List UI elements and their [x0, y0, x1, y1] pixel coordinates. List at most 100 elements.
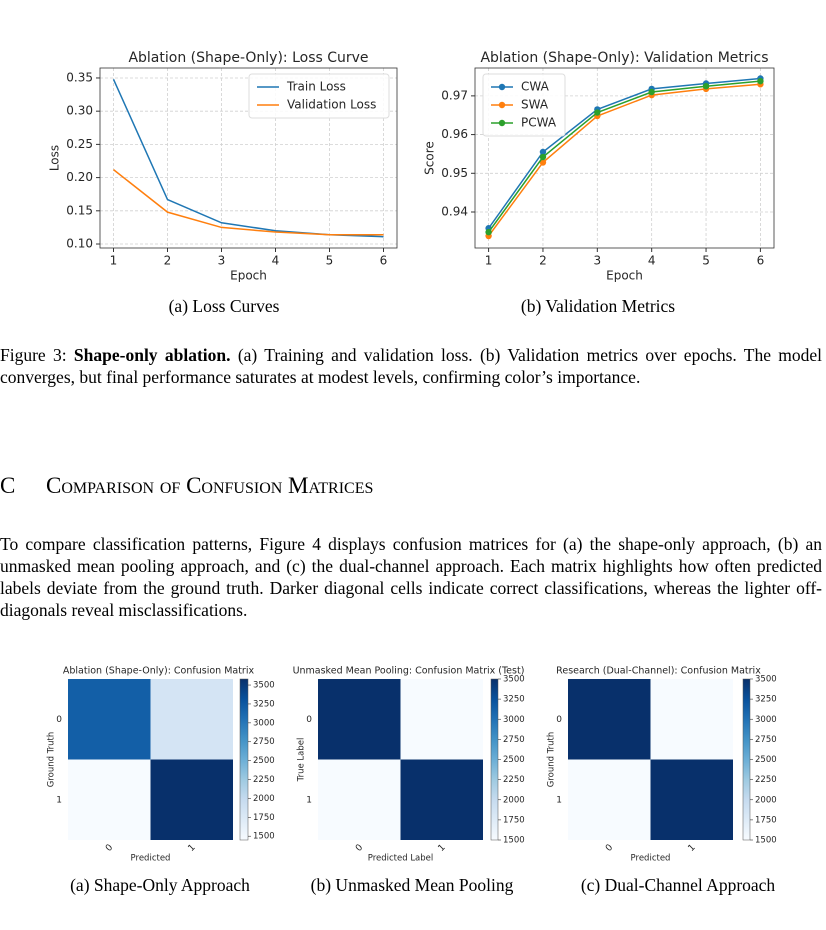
- x-tick-label: 0: [354, 843, 365, 854]
- section-title: Comparison of Confusion Matrices: [46, 473, 374, 498]
- colorbar-tick-label: 3000: [253, 718, 275, 728]
- y-tick-label: 0.94: [441, 205, 468, 219]
- x-tick-label: 1: [110, 254, 118, 268]
- y-axis-label: Ground Truth: [47, 732, 57, 788]
- colorbar-tick-label: 3250: [253, 699, 275, 709]
- legend-label: Validation Loss: [287, 98, 376, 112]
- y-axis-label: Score: [423, 141, 437, 175]
- x-axis-label: Predicted: [631, 854, 671, 864]
- legend-label: CWA: [521, 80, 550, 94]
- x-tick-label: 5: [326, 254, 334, 268]
- chart-title: Ablation (Shape-Only): Confusion Matrix: [63, 666, 255, 677]
- colorbar: [490, 678, 499, 841]
- y-tick-label: 1: [56, 795, 62, 805]
- series-line: [113, 169, 384, 236]
- cell: [650, 679, 733, 760]
- cell: [318, 679, 401, 760]
- y-axis-label: Ground Truth: [547, 732, 557, 788]
- x-tick-label: 1: [437, 843, 448, 854]
- chart-title: Research (Dual-Channel): Confusion Matri…: [556, 666, 761, 677]
- colorbar-tick-label: 3500: [253, 681, 275, 691]
- colorbar-tick-label: 1750: [755, 815, 777, 825]
- y-axis-label: Loss: [48, 145, 62, 171]
- x-axis-label: Predicted Label: [368, 854, 434, 864]
- legend-label: PCWA: [521, 116, 557, 130]
- x-tick-label: 1: [485, 254, 493, 268]
- legend-label: SWA: [521, 98, 549, 112]
- colorbar-tick-label: 1500: [755, 836, 777, 846]
- y-tick-label: 0.10: [66, 237, 93, 251]
- colorbar-tick-label: 1750: [253, 813, 275, 823]
- cell: [568, 759, 651, 840]
- x-tick-label: 2: [164, 254, 172, 268]
- x-axis-label: Epoch: [606, 269, 643, 283]
- chart-title: Ablation (Shape-Only): Loss Curve: [128, 50, 368, 66]
- subcaption: (a) Loss Curves: [168, 296, 280, 316]
- paragraph: To compare classification patterns, Figu…: [0, 534, 822, 620]
- x-tick-label: 3: [593, 254, 601, 268]
- y-tick-label: 0.30: [66, 104, 93, 118]
- point: [702, 82, 710, 90]
- colorbar-tick-label: 2750: [253, 737, 275, 747]
- y-tick-label: 0.96: [441, 127, 468, 141]
- colorbar-tick-label: 2000: [755, 795, 777, 805]
- cell: [150, 759, 233, 840]
- cell: [400, 679, 483, 760]
- colorbar-tick-label: 1500: [503, 836, 525, 846]
- caption: Figure 3: Shape-only ablation. (a) Train…: [0, 344, 822, 388]
- point: [648, 88, 655, 96]
- colorbar-tick-label: 2000: [503, 795, 525, 805]
- point: [757, 77, 764, 85]
- cell: [650, 759, 733, 840]
- colorbar: [742, 678, 751, 841]
- y-tick-label: 0.97: [441, 88, 468, 102]
- y-tick-label: 0: [556, 715, 562, 725]
- y-axis-label: True Label: [297, 738, 307, 783]
- colorbar: [239, 678, 249, 841]
- colorbar-tick-label: 2500: [253, 756, 275, 766]
- x-axis-label: Epoch: [230, 269, 267, 283]
- colorbar-tick-label: 2750: [755, 735, 777, 745]
- chart-title: Ablation (Shape-Only): Validation Metric…: [480, 50, 768, 66]
- legend-marker: [498, 83, 506, 91]
- subcaption: (c) Dual-Channel Approach: [580, 875, 776, 895]
- y-tick-label: 0.35: [66, 70, 93, 84]
- cell: [68, 759, 151, 840]
- colorbar-tick-label: 2500: [755, 755, 777, 765]
- series-line: [487, 80, 761, 233]
- y-tick-label: 1: [306, 795, 312, 805]
- series-line: [487, 83, 761, 237]
- colorbar-tick-label: 3500: [503, 675, 525, 685]
- x-tick-label: 4: [648, 254, 656, 268]
- colorbar-tick-label: 1750: [503, 815, 525, 825]
- point: [539, 148, 547, 156]
- colorbar-tick-label: 2250: [755, 775, 777, 785]
- point: [539, 159, 547, 166]
- colorbar-tick-label: 2000: [253, 794, 275, 804]
- x-tick-label: 1: [687, 843, 698, 854]
- legend-box: [248, 73, 390, 119]
- plot-frame: [99, 67, 398, 249]
- caption-bold: Shape-only ablation.: [73, 345, 231, 365]
- colorbar-tick-label: 3500: [755, 675, 777, 685]
- legend-label: Train Loss: [286, 80, 346, 94]
- y-tick-label: 0: [306, 715, 312, 725]
- y-tick-label: 0.15: [66, 203, 93, 217]
- cell: [318, 759, 401, 840]
- colorbar-tick-label: 2500: [503, 755, 525, 765]
- subcaption: (b) Unmasked Mean Pooling: [310, 875, 514, 895]
- x-axis-label: Predicted: [131, 854, 171, 864]
- subcaption: (b) Validation Metrics: [520, 296, 676, 316]
- series-line: [487, 77, 761, 229]
- x-tick-label: 0: [104, 843, 115, 854]
- point: [594, 109, 601, 116]
- caption-label: Figure 3:: [0, 345, 67, 365]
- cell: [150, 679, 233, 760]
- y-tick-label: 0.20: [66, 170, 93, 184]
- colorbar-tick-label: 2750: [503, 735, 525, 745]
- legend-marker: [498, 101, 506, 109]
- chart-title: Unmasked Mean Pooling: Confusion Matrix …: [293, 666, 525, 677]
- y-tick-label: 0.95: [441, 166, 468, 180]
- x-tick-label: 1: [187, 843, 198, 854]
